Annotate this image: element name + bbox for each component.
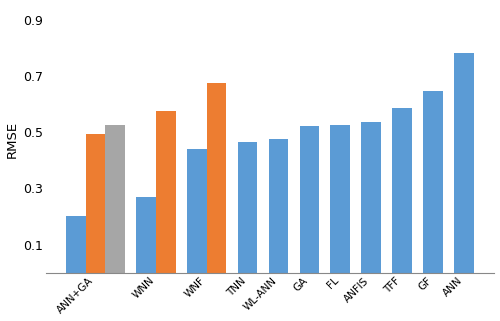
Bar: [424, 91, 443, 273]
Bar: [454, 53, 474, 273]
Bar: [156, 111, 176, 273]
Bar: [362, 122, 381, 273]
Bar: [86, 134, 105, 273]
Bar: [300, 126, 319, 273]
Bar: [206, 83, 227, 273]
Bar: [106, 125, 125, 273]
Bar: [136, 197, 156, 273]
Bar: [238, 142, 258, 273]
Y-axis label: RMSE: RMSE: [6, 121, 18, 158]
Bar: [330, 125, 350, 273]
Bar: [187, 149, 206, 273]
Bar: [66, 216, 86, 273]
Bar: [268, 139, 288, 273]
Bar: [392, 108, 412, 273]
